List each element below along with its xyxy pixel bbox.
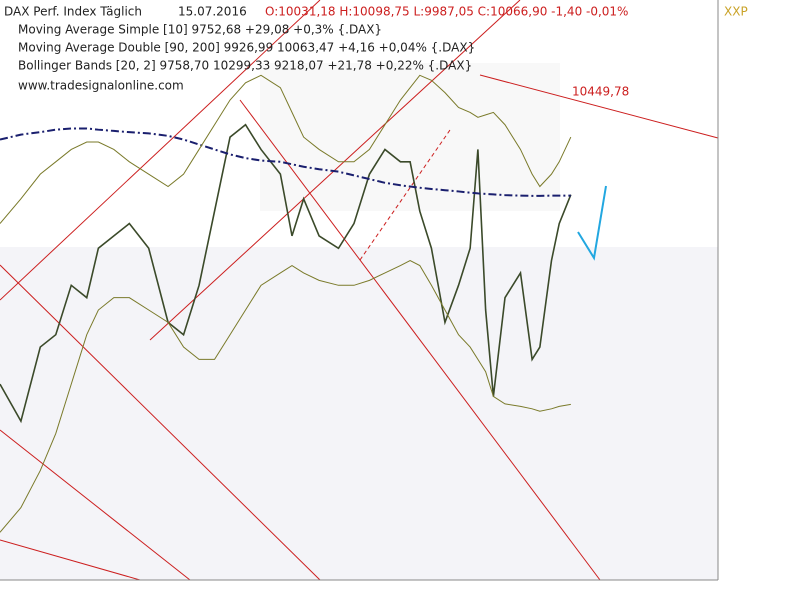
trend-line xyxy=(149,0,521,341)
indicator: Moving Average Simple [10] 9752,68 +29,0… xyxy=(18,23,382,37)
watermark: www.tradesignalonline.com xyxy=(18,79,184,93)
trend-line xyxy=(0,539,141,581)
series-line xyxy=(0,74,572,224)
trend-line xyxy=(0,264,321,581)
series-line xyxy=(0,127,571,197)
forecast-arrow xyxy=(577,185,607,261)
trend-line xyxy=(0,0,321,301)
series-line xyxy=(0,260,571,533)
trend-line xyxy=(239,99,601,581)
shaded-zone xyxy=(260,63,560,211)
trend-label: 10449,78 xyxy=(572,85,629,99)
shaded-zone xyxy=(0,247,718,580)
indicator: Bollinger Bands [20, 2] 9758,70 10299,33… xyxy=(18,59,472,73)
series-line xyxy=(0,123,572,424)
trend-line xyxy=(0,429,191,581)
trend-line xyxy=(359,129,451,261)
series xyxy=(0,74,572,533)
date: 15.07.2016 xyxy=(178,5,247,19)
chart-title: DAX Perf. Index Täglich xyxy=(4,5,142,19)
ohlc: O:10031,18 H:10098,75 L:9987,05 C:10066,… xyxy=(265,5,628,19)
indicator: Moving Average Double [90, 200] 9926,99 … xyxy=(18,41,475,55)
trend-lines xyxy=(0,0,719,581)
corner-label: XXP xyxy=(724,5,748,19)
trend-line xyxy=(479,74,719,139)
